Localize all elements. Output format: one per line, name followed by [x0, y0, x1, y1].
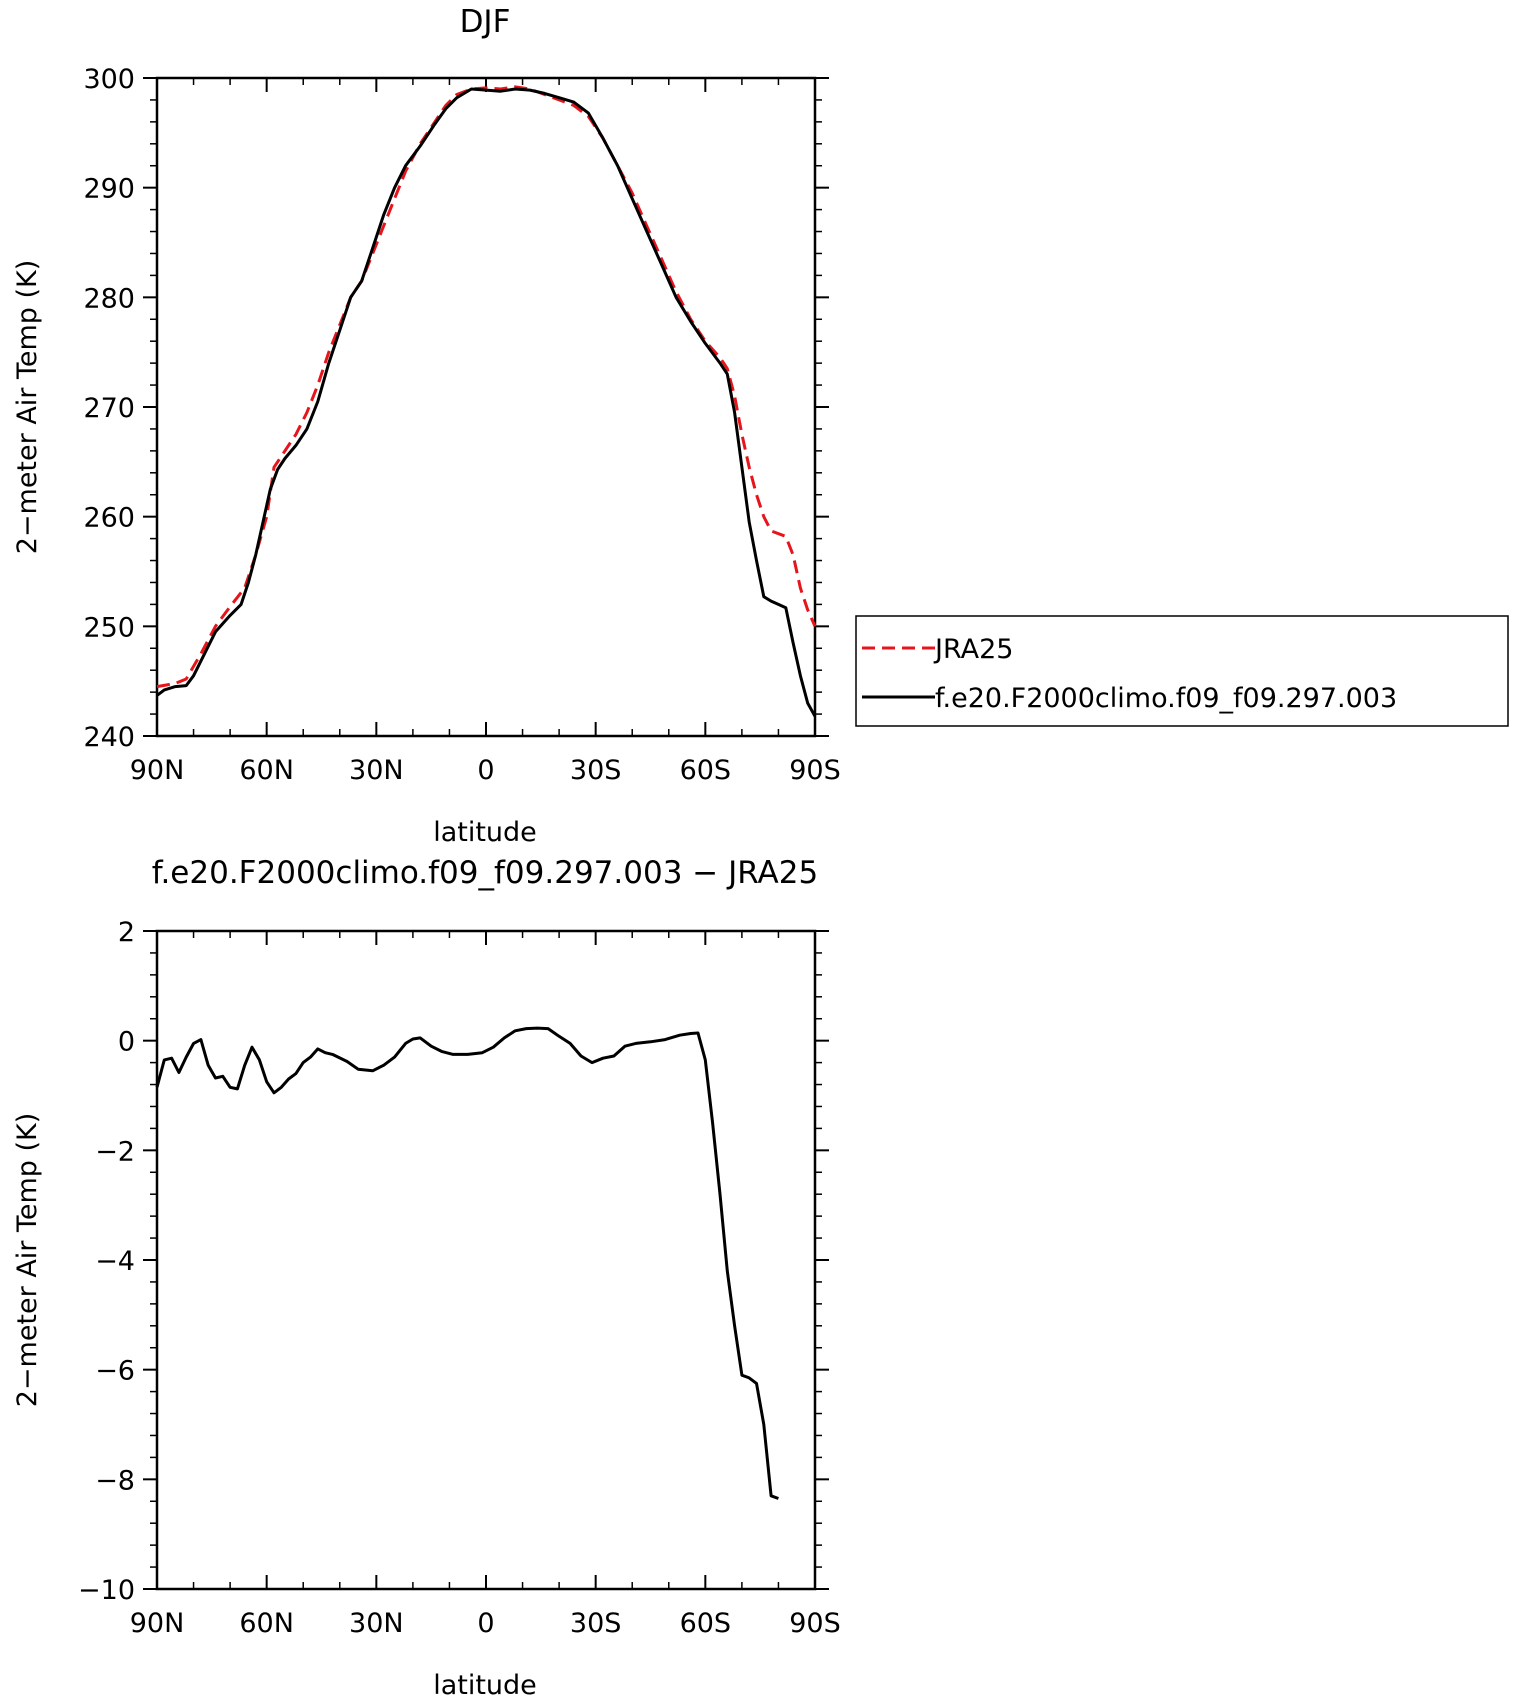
x-tick-label: 90N	[130, 1608, 185, 1639]
top-chart-title: DJF	[460, 4, 511, 40]
top-x-axis-title: latitude	[433, 817, 537, 848]
y-tick-label: 2	[118, 917, 135, 948]
bottom-chart-title: f.e20.F2000climo.f09_f09.297.003 − JRA25	[152, 855, 818, 891]
top-plot-frame	[155, 76, 817, 738]
y-tick-label: 290	[83, 174, 135, 205]
top-y-axis-title: 2−meter Air Temp (K)	[12, 260, 43, 555]
top-axis-ticks: 90N 60N 30N 0 30S 60S 90S 240 250 260 270 280 290 300	[83, 64, 840, 786]
x-tick-label: 60S	[680, 1608, 732, 1639]
y-tick-label: 270	[83, 393, 135, 424]
x-tick-label: 0	[477, 1608, 494, 1639]
legend: JRA25 f.e20.F2000climo.f09_f09.297.003	[855, 615, 1509, 727]
y-tick-label: −2	[95, 1136, 135, 1167]
legend-box	[855, 615, 1509, 727]
x-tick-label: 30N	[349, 755, 404, 786]
y-tick-label: 0	[118, 1027, 135, 1058]
y-tick-label: −8	[95, 1465, 135, 1496]
series-line-difference	[155, 1026, 779, 1500]
y-tick-label: 280	[83, 283, 135, 314]
x-tick-label: 30N	[349, 1608, 404, 1639]
y-tick-label: 260	[83, 503, 135, 534]
bottom-axis-ticks: 90N 60N 30N 0 30S 60S 90S −10 −8 −6 −4 −2 0 2	[78, 917, 841, 1639]
legend-label-model: f.e20.F2000climo.f09_f09.297.003	[935, 683, 1397, 714]
bottom-y-axis-title: 2−meter Air Temp (K)	[12, 1113, 43, 1408]
y-tick-label: −4	[95, 1246, 135, 1277]
top-series-lines	[156, 85, 817, 718]
series-line-jra25	[156, 85, 817, 689]
x-tick-label: 0	[477, 755, 494, 786]
y-tick-label: −6	[95, 1356, 135, 1387]
x-tick-label: 60N	[239, 1608, 294, 1639]
y-tick-label: −10	[78, 1575, 135, 1606]
bottom-plot-frame	[155, 929, 817, 1591]
bottom-x-axis-title: latitude	[433, 1670, 537, 1699]
x-tick-label: 90S	[789, 1608, 841, 1639]
x-tick-label: 90N	[130, 755, 185, 786]
series-line-f-e20-f2000climo-f09-f09-297-003	[156, 87, 817, 718]
bottom-panel-difference: f.e20.F2000climo.f09_f09.297.003 − JRA25…	[12, 855, 841, 1699]
y-tick-label: 240	[83, 722, 135, 753]
bottom-series-lines	[155, 1026, 779, 1500]
y-tick-label: 300	[83, 64, 135, 95]
x-tick-label: 90S	[789, 755, 841, 786]
x-tick-label: 60N	[239, 755, 294, 786]
y-tick-label: 250	[83, 612, 135, 643]
x-tick-label: 30S	[570, 755, 622, 786]
legend-label-jra25: JRA25	[933, 634, 1013, 665]
top-panel-djf: DJF 90N 60N 30N 0 30S 60S 90S 240 250 260 270 280 29…	[12, 4, 1509, 848]
x-tick-label: 30S	[570, 1608, 622, 1639]
x-tick-label: 60S	[680, 755, 732, 786]
